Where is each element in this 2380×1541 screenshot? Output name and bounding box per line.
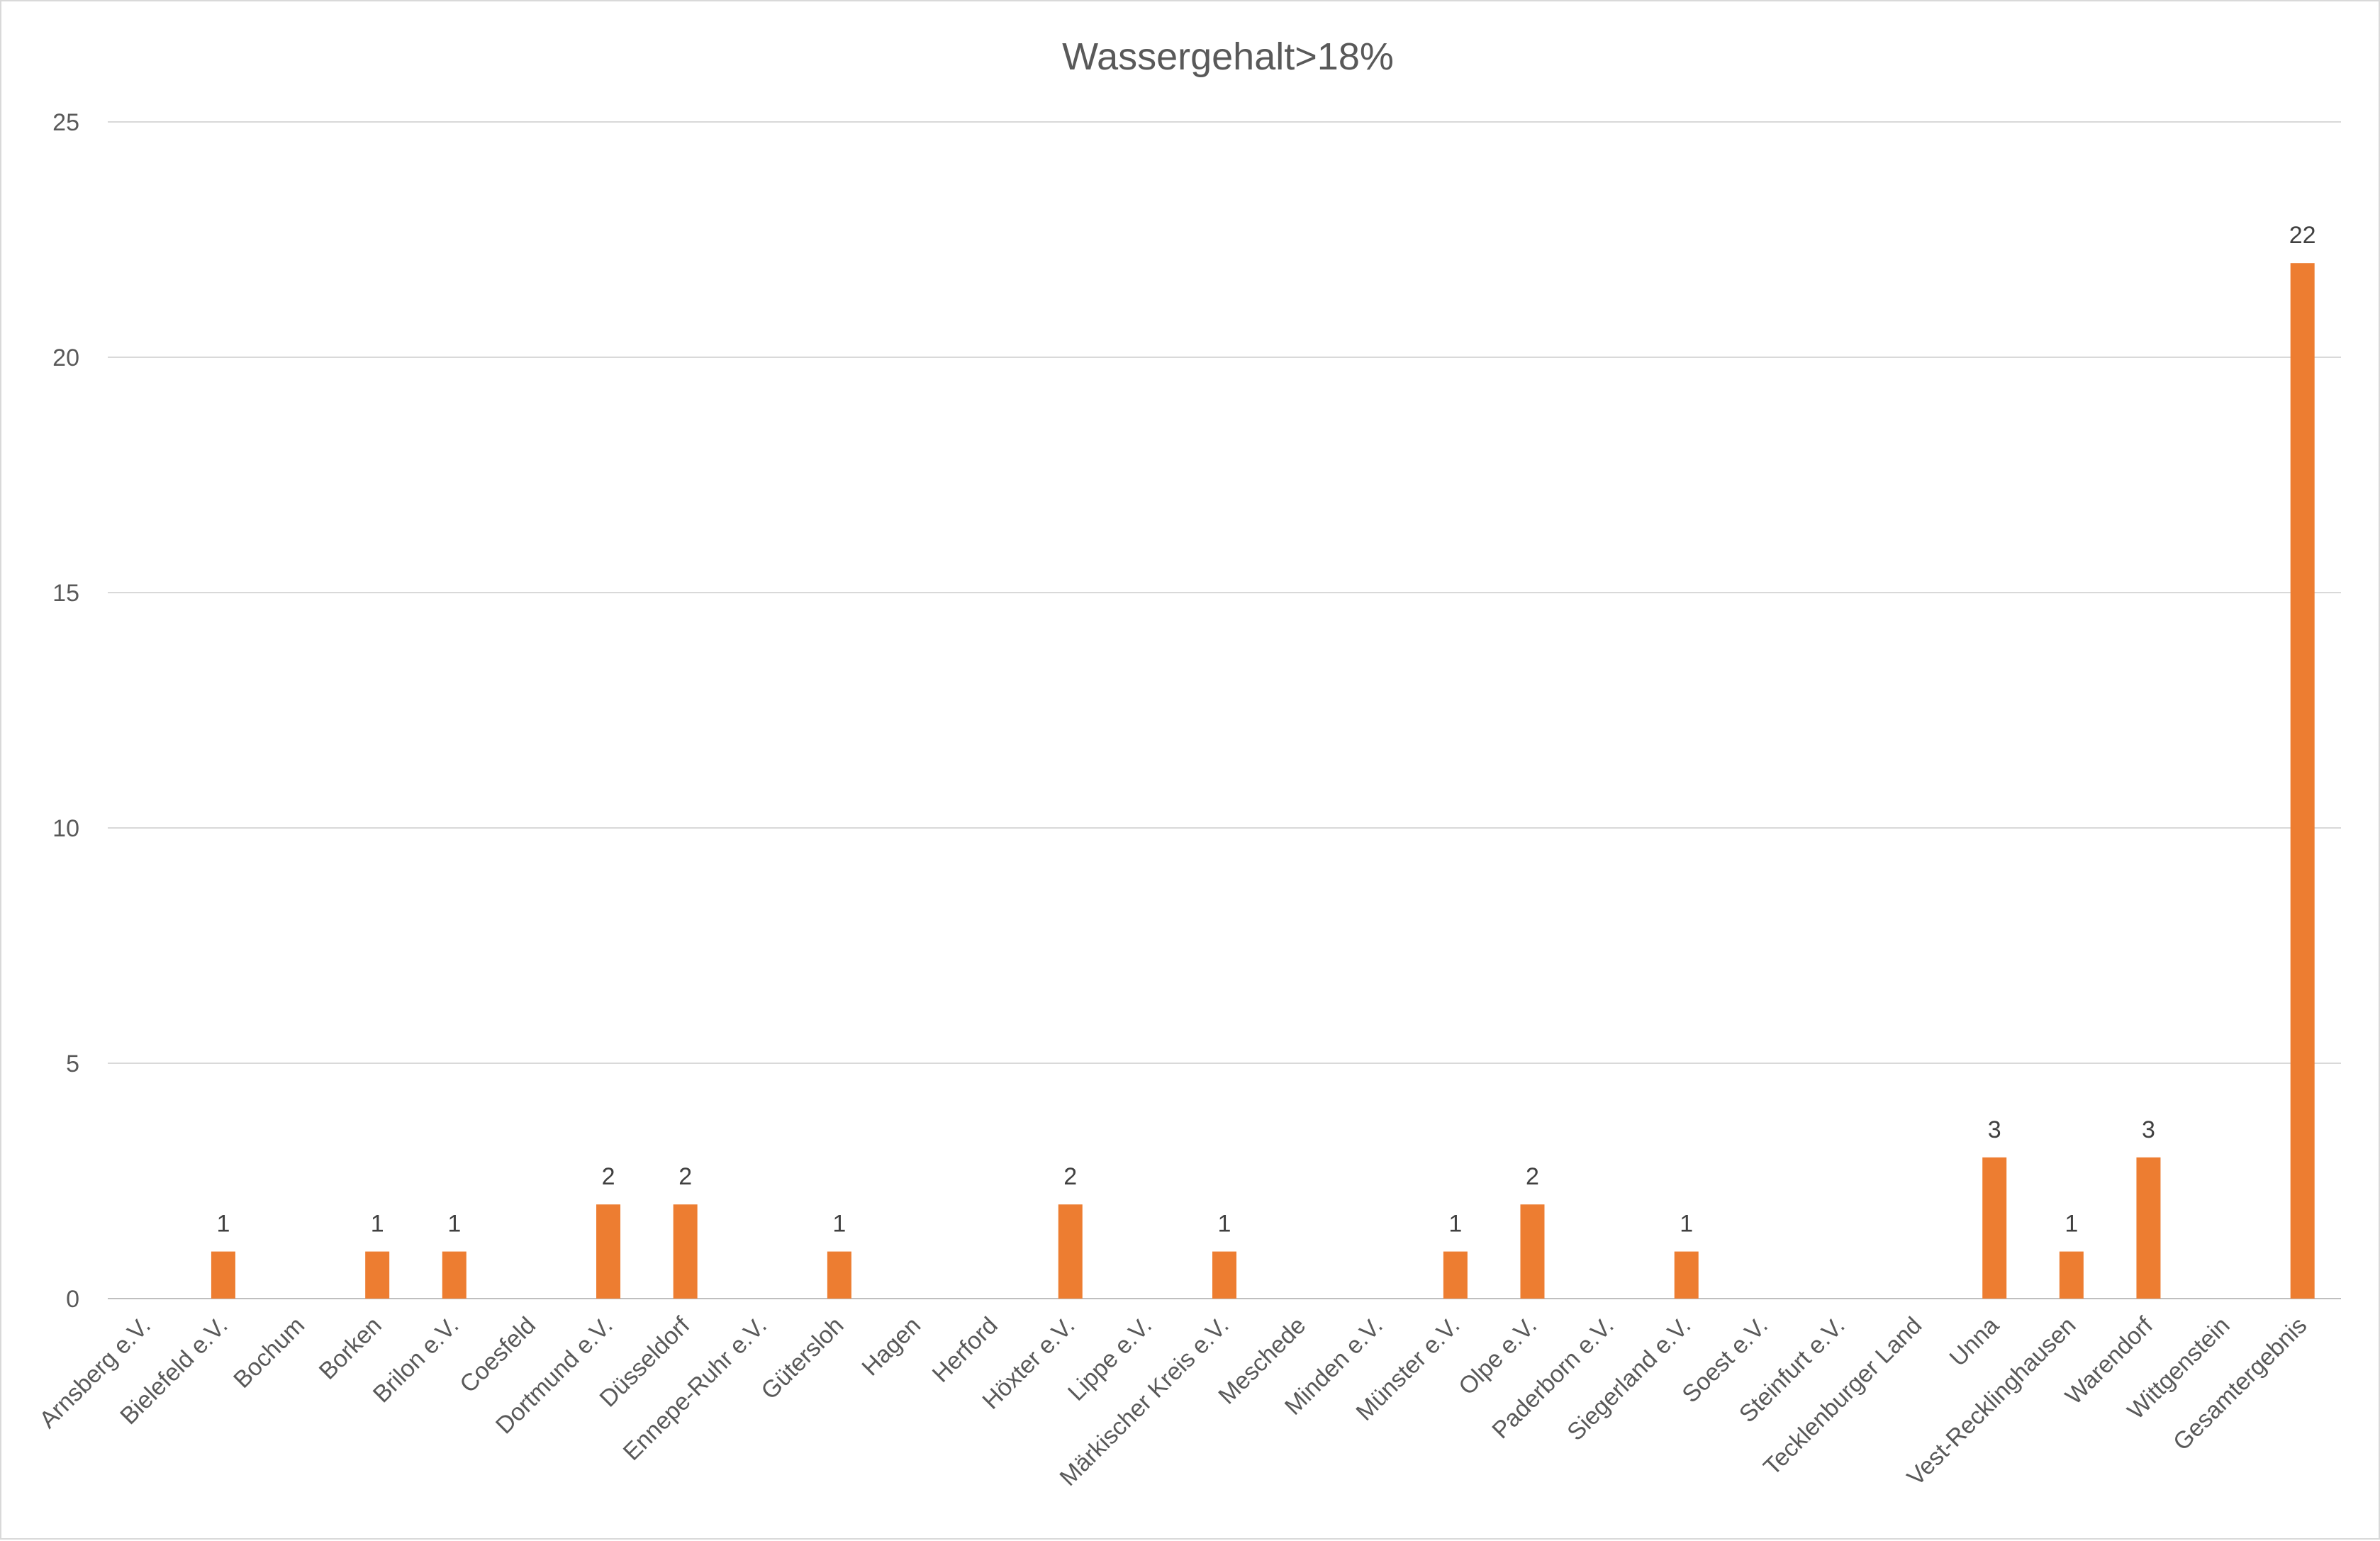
x-tick-label: Hagen — [856, 1312, 926, 1382]
y-tick-label: 25 — [52, 109, 79, 136]
bar — [1212, 1251, 1236, 1299]
chart-title: Wassergehalt>18% — [1062, 35, 1394, 78]
data-label: 3 — [2142, 1116, 2155, 1143]
data-label: 2 — [678, 1163, 692, 1190]
x-tick-label: Borken — [314, 1312, 387, 1385]
bar — [1443, 1251, 1468, 1299]
bar — [673, 1204, 698, 1299]
bar — [2136, 1157, 2161, 1299]
bar — [365, 1251, 390, 1299]
x-tick-label: Gütersloh — [756, 1312, 849, 1405]
data-label: 1 — [832, 1211, 846, 1238]
data-label: 1 — [1218, 1211, 1231, 1238]
bar — [1058, 1204, 1083, 1299]
x-tick-label: Herford — [927, 1312, 1003, 1388]
y-tick-label: 20 — [52, 344, 79, 371]
data-label: 2 — [602, 1163, 615, 1190]
data-label: 1 — [1448, 1211, 1462, 1238]
bar — [1520, 1204, 1545, 1299]
bars — [211, 263, 2315, 1299]
data-label: 1 — [371, 1211, 384, 1238]
data-label: 1 — [447, 1211, 461, 1238]
x-tick-label: Ennepe-Ruhr e.V. — [618, 1312, 772, 1466]
data-label: 3 — [1988, 1116, 2001, 1143]
data-label: 1 — [1680, 1211, 1693, 1238]
data-label: 2 — [1526, 1163, 1539, 1190]
y-axis-tick-labels: 0 5 10 15 20 25 — [52, 109, 79, 1313]
bar — [2059, 1251, 2084, 1299]
y-tick-label: 0 — [66, 1286, 79, 1313]
y-tick-label: 15 — [52, 580, 79, 607]
y-tick-label: 10 — [52, 815, 79, 842]
bar — [596, 1204, 621, 1299]
x-tick-label: Bochum — [228, 1312, 310, 1394]
bar — [827, 1251, 851, 1299]
data-label: 22 — [2289, 222, 2316, 249]
data-label: 1 — [216, 1211, 230, 1238]
data-label: 2 — [1063, 1163, 1077, 1190]
bar — [442, 1251, 466, 1299]
bar — [211, 1251, 235, 1299]
data-label: 1 — [2065, 1211, 2078, 1238]
x-tick-label: Gesamtergebnis — [2168, 1312, 2312, 1456]
bar — [2290, 263, 2315, 1299]
bar — [1674, 1251, 1699, 1299]
x-axis-tick-labels: Arnsberg e.V.Bielefeld e.V.Bochum BorkenB… — [34, 1311, 2312, 1491]
y-tick-label: 5 — [66, 1050, 79, 1077]
x-tick-label: Unna — [1945, 1312, 2004, 1372]
gridlines — [108, 121, 2341, 1299]
bar — [1982, 1157, 2007, 1299]
